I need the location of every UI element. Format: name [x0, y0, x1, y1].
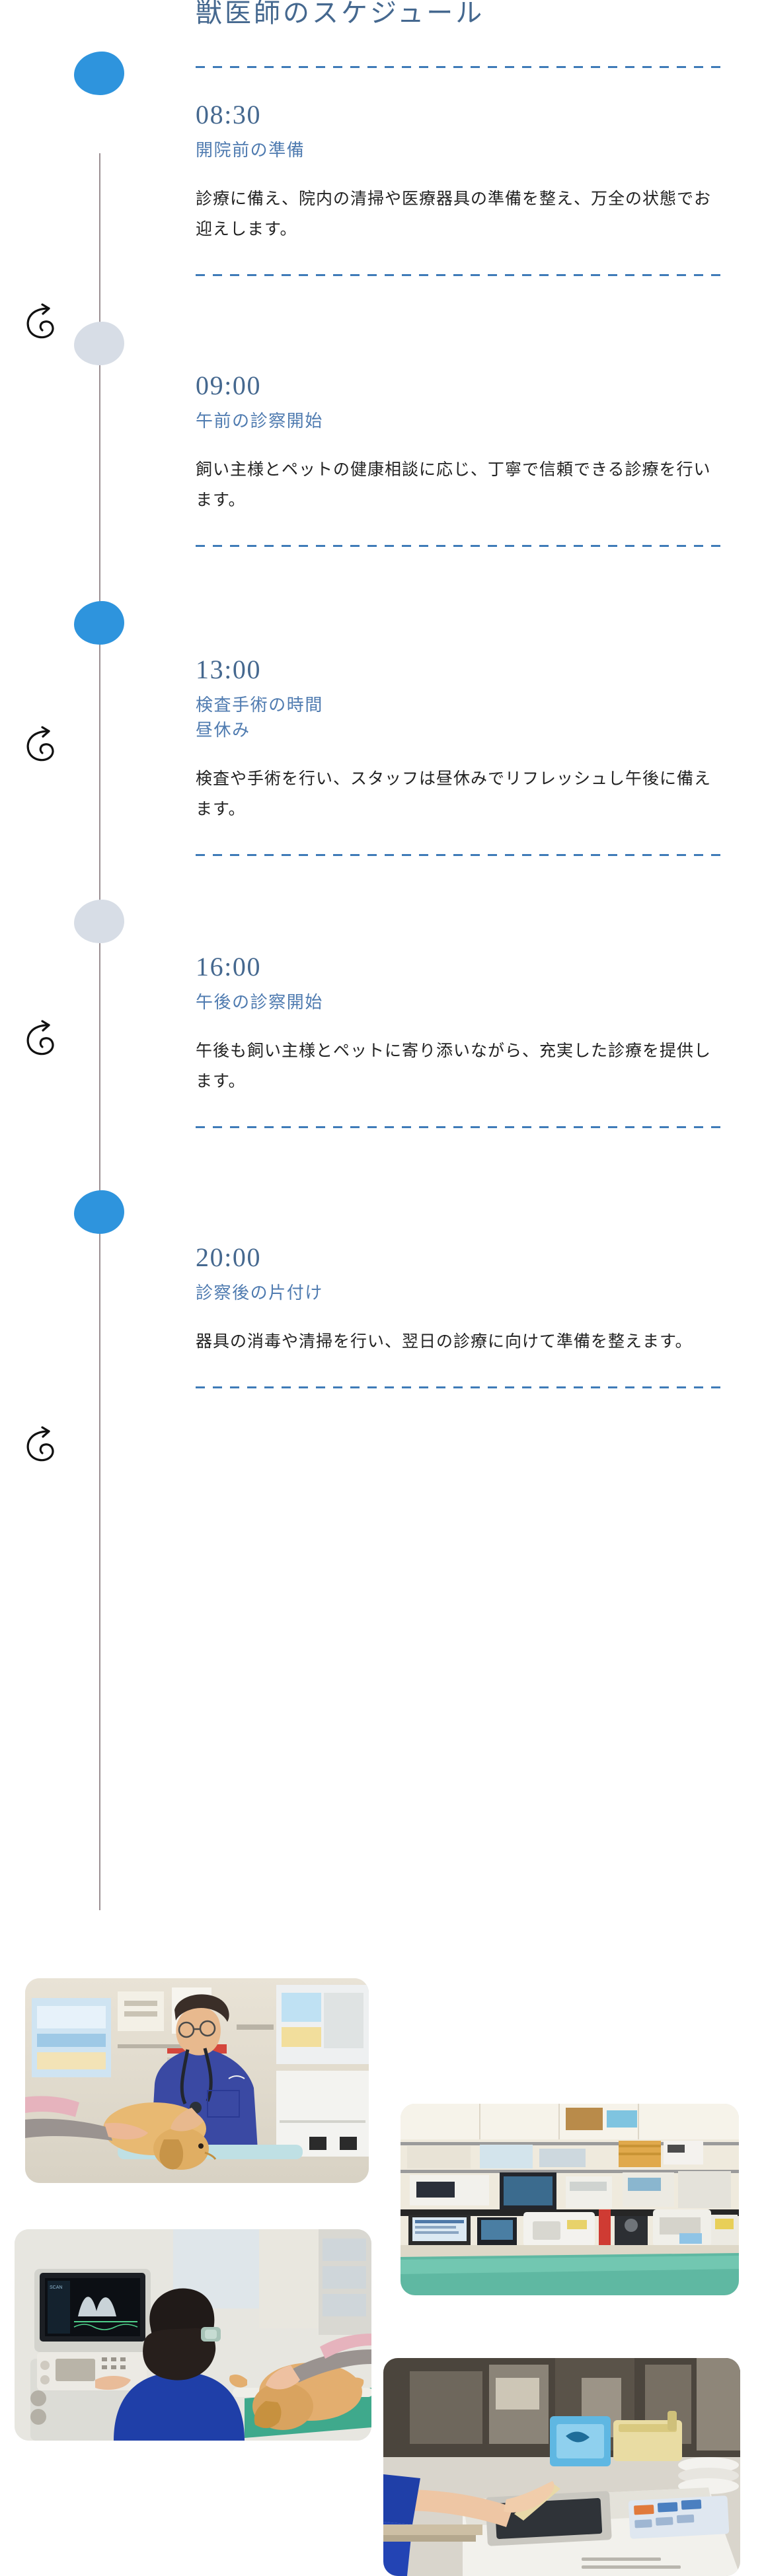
timeline-divider: [196, 274, 724, 277]
timeline-divider: [196, 1386, 724, 1389]
curved-arrow-icon: [20, 1423, 66, 1470]
timeline-description: 検査や手術を行い、スタッフは昼休みでリフレッシュし午後に備えます。: [196, 769, 712, 818]
timeline-time: 08:30: [196, 100, 262, 129]
timeline-time: 16:00: [196, 952, 262, 982]
timeline-divider: [196, 545, 724, 548]
gallery-photo-2[interactable]: [401, 2104, 739, 2295]
curved-arrow-icon: [20, 723, 66, 769]
timeline-marker-dot: [74, 1190, 124, 1234]
page-title: 獣医師のスケジュール: [196, 0, 485, 28]
title-divider: [196, 66, 724, 68]
timeline-description: 飼い主様とペットの健康相談に応じ、丁寧で信頼できる診療を行います。: [196, 460, 711, 510]
timeline-time: 13:00: [196, 655, 262, 684]
timeline-item-body: 09:00 午前の診察開始飼い主様とペットの健康相談に応じ、丁寧で信頼できる診療を…: [196, 370, 724, 548]
timeline-item-body: 13:00 検査手術の時間 昼休み検査や手術を行い、スタッフは昼休みでリフレッシュし…: [196, 654, 724, 857]
photo-gallery: SCAN: [0, 1965, 764, 2576]
timeline-subtitle: 午前の診察開始: [196, 411, 323, 431]
timeline-divider: [196, 854, 724, 857]
gallery-photo-4[interactable]: [383, 2358, 740, 2576]
timeline-description: 診療に備え、院内の清掃や医療器具の準備を整え、万全の状態でお迎えします。: [196, 190, 712, 239]
timeline-item-body: 16:00 午後の診察開始午後も飼い主様とペットに寄り添いながら、充実した診療を提…: [196, 951, 724, 1129]
timeline-item-body: 08:30 開院前の準備診療に備え、院内の清掃や医療器具の準備を整え、万全の状態で…: [196, 99, 724, 277]
timeline-time: 09:00: [196, 371, 262, 400]
timeline-subtitle: 診察後の片付け: [196, 1283, 323, 1303]
timeline-time: 20:00: [196, 1242, 262, 1272]
timeline-marker-dot: [74, 322, 124, 365]
timeline-item-body: 20:00 診察後の片付け器具の消毒や清掃を行い、翌日の診療に向けて準備を整えます…: [196, 1242, 724, 1389]
timeline-marker-dot: [74, 900, 124, 943]
timeline-marker-dot: [74, 601, 124, 645]
curved-arrow-icon: [20, 1017, 66, 1063]
timeline-divider: [196, 1126, 724, 1129]
timeline-description: 午後も飼い主様とペットに寄り添いながら、充実した診療を提供します。: [196, 1042, 712, 1091]
timeline-rail: [99, 153, 100, 1910]
timeline-subtitle: 検査手術の時間 昼休み: [196, 696, 323, 740]
gallery-photo-1[interactable]: [25, 1978, 369, 2183]
timeline-subtitle: 午後の診察開始: [196, 993, 323, 1013]
timeline-subtitle: 開院前の準備: [196, 141, 305, 161]
curved-arrow-icon: [20, 301, 66, 347]
timeline-description: 器具の消毒や清掃を行い、翌日の診療に向けて準備を整えます。: [196, 1332, 693, 1351]
gallery-photo-3[interactable]: SCAN: [15, 2229, 371, 2441]
svg-text:SCAN: SCAN: [50, 2285, 62, 2290]
timeline-marker-dot: [74, 52, 124, 95]
